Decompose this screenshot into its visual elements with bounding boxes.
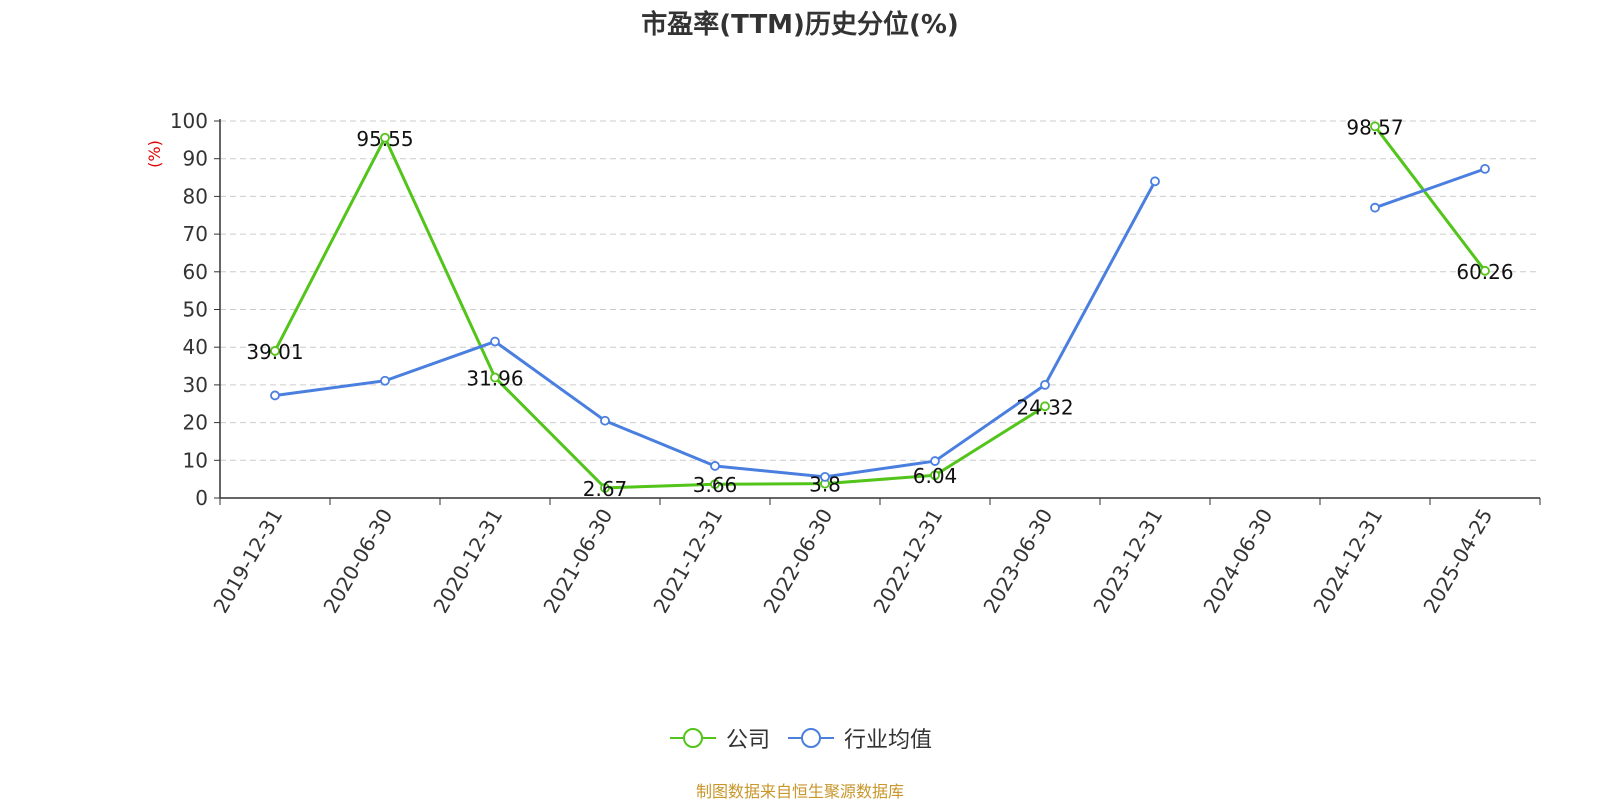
- grid-lines: [220, 120, 1540, 461]
- data-point-1[interactable]: [710, 461, 720, 471]
- legend: 公司 行业均值: [0, 722, 1600, 754]
- legend-label: 行业均值: [844, 728, 933, 753]
- legend-label: 公司: [725, 728, 770, 753]
- x-tick-label: 2021-06-30: [538, 505, 617, 618]
- x-tick-label: 2022-12-31: [868, 505, 947, 618]
- data-label: 60.26: [1456, 260, 1513, 284]
- series-line-0: [273, 136, 1046, 490]
- x-tick-label: 2021-12-31: [648, 505, 727, 618]
- y-tick-label: 10: [183, 448, 208, 472]
- y-tick-label: 80: [183, 184, 208, 208]
- data-point-1[interactable]: [930, 456, 940, 466]
- data-label: 95.55: [356, 127, 413, 151]
- data-point-0[interactable]: [1040, 401, 1050, 412]
- x-tick-label: 2019-12-31: [208, 505, 287, 618]
- x-tick-label: 2020-06-30: [318, 505, 397, 618]
- y-tick-label: 30: [183, 373, 208, 397]
- y-tick-label: 40: [183, 335, 208, 359]
- data-label: 6.04: [913, 464, 958, 488]
- data-point-0[interactable]: [600, 483, 610, 493]
- x-tick-label: 2024-12-31: [1308, 505, 1387, 618]
- data-label: 24.32: [1016, 395, 1073, 419]
- legend-line-marker-icon: [669, 728, 716, 748]
- x-tick-label: 2023-12-31: [1088, 505, 1167, 618]
- x-tick-label: 2024-06-30: [1198, 505, 1277, 618]
- data-label: 3.66: [693, 473, 738, 497]
- x-tick-label: 2023-06-30: [978, 505, 1057, 618]
- series-line-0: [1373, 125, 1487, 272]
- data-point-0[interactable]: [490, 372, 500, 383]
- y-tick-label: 20: [183, 411, 208, 435]
- y-tick-label: 70: [183, 222, 208, 246]
- legend-item[interactable]: 行业均值: [786, 722, 932, 754]
- data-point-1[interactable]: [1040, 379, 1050, 390]
- source-note: 制图数据来自恒生聚源数据库: [695, 782, 904, 801]
- data-point-1[interactable]: [600, 415, 610, 426]
- x-tick-label: 2020-12-31: [428, 505, 507, 618]
- data-label: 31.96: [466, 367, 523, 391]
- y-tick-label: 90: [183, 147, 208, 171]
- series-line-1: [274, 180, 1157, 479]
- series-line-1: [1374, 167, 1486, 210]
- data-point-0[interactable]: [270, 346, 280, 356]
- y-tick-label: 50: [183, 298, 208, 322]
- chart-title: 市盈率(TTM)历史分位(%): [641, 10, 959, 40]
- data-point-1[interactable]: [270, 390, 280, 401]
- y-tick-label: 100: [170, 109, 208, 133]
- data-point-1[interactable]: [380, 375, 390, 386]
- legend-line-marker-icon: [788, 728, 834, 748]
- data-point-1[interactable]: [820, 471, 830, 482]
- data-label: 3.8: [809, 473, 841, 497]
- y-tick-label: 0: [195, 486, 208, 510]
- data-label: 98.57: [1346, 115, 1403, 139]
- data-point-0[interactable]: [710, 479, 720, 490]
- data-point-0[interactable]: [380, 132, 390, 143]
- series-lines: [270, 121, 1490, 493]
- data-point-0[interactable]: [930, 470, 940, 481]
- y-axis-label: (%): [145, 140, 164, 168]
- data-point-1[interactable]: [1480, 163, 1490, 174]
- y-tick-label: 60: [183, 260, 208, 284]
- legend-item[interactable]: 公司: [668, 722, 770, 754]
- axes: 0 10 20 30 40 50 60 70 80 90 100 2019-12-31 2020-06-…: [170, 109, 1541, 618]
- x-tick-label: 2022-06-30: [758, 505, 837, 618]
- data-label: 39.01: [246, 340, 303, 364]
- data-point-1[interactable]: [1150, 176, 1160, 187]
- data-point-1[interactable]: [1370, 202, 1380, 213]
- data-point-1[interactable]: [490, 336, 500, 347]
- data-point-0[interactable]: [1370, 121, 1380, 132]
- data-label: 2.67: [583, 477, 628, 501]
- data-labels: 39.01 95.55 31.96 2.67 3.66 3.8 6.04 24.32 98.57…: [246, 115, 1513, 501]
- line-chart: 0 10 20 30 40 50 60 70 80 90 100 2019-12-31 2020-06-…: [145, 109, 1541, 618]
- data-point-0[interactable]: [1480, 265, 1490, 276]
- x-tick-label: 2025-04-25: [1418, 505, 1497, 618]
